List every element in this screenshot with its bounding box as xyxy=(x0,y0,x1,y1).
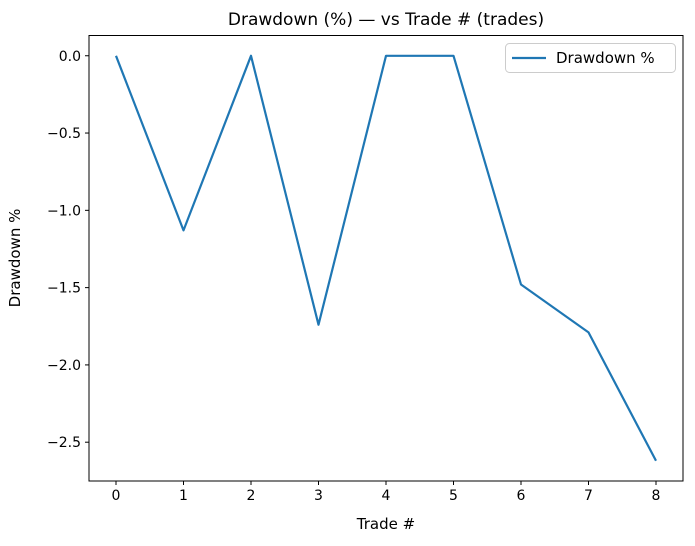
x-tick-label: 3 xyxy=(314,488,323,504)
chart-title: Drawdown (%) — vs Trade # (trades) xyxy=(228,10,544,30)
x-axis-ticks: 0 1 2 3 4 5 6 7 8 xyxy=(112,481,661,504)
y-tick-label: −0.5 xyxy=(47,126,81,142)
x-tick-label: 1 xyxy=(179,488,188,504)
x-tick-label: 4 xyxy=(382,488,391,504)
y-tick-label: 0.0 xyxy=(59,49,81,65)
legend-label: Drawdown % xyxy=(556,49,655,67)
x-tick-label: 8 xyxy=(652,488,661,504)
x-tick-label: 2 xyxy=(247,488,256,504)
y-tick-label: −2.0 xyxy=(47,358,81,374)
drawdown-line xyxy=(114,54,657,462)
legend: Drawdown % xyxy=(505,43,676,73)
y-axis-ticks: 0.0 −0.5 −1.0 −1.5 −2.0 −2.5 xyxy=(47,49,89,451)
y-tick-label: −1.5 xyxy=(47,281,81,297)
x-tick-label: 0 xyxy=(112,488,121,504)
x-axis-label: Trade # xyxy=(356,515,415,533)
plot-area xyxy=(88,35,684,482)
x-tick-label: 6 xyxy=(517,488,526,504)
y-axis-label: Drawdown % xyxy=(6,209,24,308)
x-tick-label: 7 xyxy=(584,488,593,504)
legend-box xyxy=(505,43,676,73)
y-tick-label: −2.5 xyxy=(47,435,81,451)
x-tick-label: 5 xyxy=(449,488,458,504)
y-tick-label: −1.0 xyxy=(47,203,81,219)
